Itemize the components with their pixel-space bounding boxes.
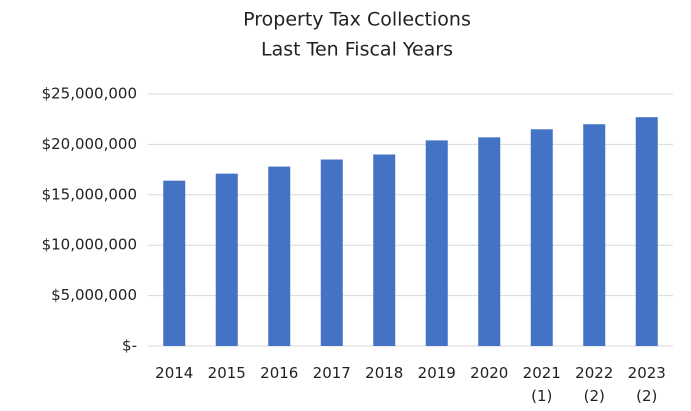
- bar: [530, 129, 553, 346]
- x-tick-label: 2016: [260, 364, 299, 382]
- bar: [268, 166, 291, 346]
- bar: [425, 140, 448, 346]
- bar: [635, 117, 658, 347]
- bar: [478, 137, 501, 346]
- y-tick-label: $20,000,000: [42, 135, 137, 153]
- bar: [583, 124, 606, 347]
- x-tick-label: 2017: [312, 364, 351, 382]
- chart-subtitle: Last Ten Fiscal Years: [261, 39, 453, 61]
- x-tick-label: 2015: [207, 364, 246, 382]
- bar: [163, 180, 186, 346]
- x-tick-label: 2018: [365, 364, 404, 382]
- y-tick-label: $5,000,000: [51, 286, 137, 304]
- y-tick-label: $15,000,000: [42, 185, 137, 203]
- y-tick-label: $10,000,000: [42, 236, 137, 254]
- chart-title: Property Tax Collections: [243, 9, 471, 31]
- y-tick-label: $25,000,000: [42, 85, 137, 103]
- x-tick-label: 2020: [470, 364, 509, 382]
- x-tick-label: 2014: [155, 364, 194, 382]
- x-tick-label: 2021 (1): [522, 364, 561, 405]
- x-tick-label: 2023 (2): [627, 364, 666, 405]
- bar: [215, 173, 238, 346]
- bar: [373, 154, 396, 346]
- y-tick-label: $-: [122, 337, 137, 355]
- x-tick-label: 2022 (2): [575, 364, 614, 405]
- bar: [320, 159, 343, 346]
- x-tick-label: 2019: [417, 364, 456, 382]
